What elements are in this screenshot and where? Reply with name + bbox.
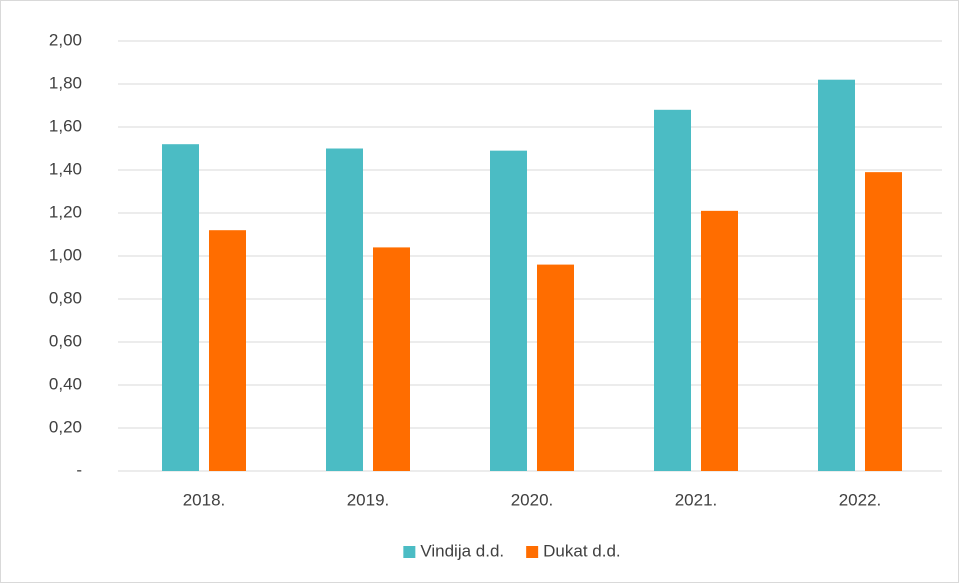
x-tick-label: 2022. — [839, 490, 882, 509]
y-tick-label: - — [76, 460, 82, 479]
legend-swatch — [526, 546, 539, 558]
bar — [654, 109, 691, 472]
bar — [701, 210, 738, 471]
bar — [373, 247, 410, 471]
legend-label: Vindija d.d. — [420, 541, 504, 560]
y-tick-label: 1,20 — [49, 202, 82, 221]
bar — [209, 230, 246, 471]
bar — [326, 148, 363, 471]
bar — [537, 264, 574, 471]
x-tick-label: 2020. — [511, 490, 554, 509]
x-tick-label: 2019. — [347, 490, 390, 509]
y-tick-label: 1,00 — [49, 245, 82, 264]
y-tick-label: 0,60 — [49, 331, 82, 350]
bar — [162, 144, 199, 471]
y-tick-label: 1,40 — [49, 159, 82, 178]
y-tick-label: 1,80 — [49, 73, 82, 92]
y-tick-label: 0,80 — [49, 288, 82, 307]
y-tick-label: 0,20 — [49, 417, 82, 436]
legend-label: Dukat d.d. — [543, 541, 621, 560]
x-tick-label: 2021. — [675, 490, 718, 509]
bar — [818, 79, 855, 471]
y-tick-label: 2,00 — [49, 30, 82, 49]
bar — [865, 172, 902, 471]
y-tick-label: 1,60 — [49, 116, 82, 135]
bar — [490, 150, 527, 471]
legend-swatch — [403, 546, 416, 558]
y-tick-label: 0,40 — [49, 374, 82, 393]
x-tick-label: 2018. — [183, 490, 226, 509]
